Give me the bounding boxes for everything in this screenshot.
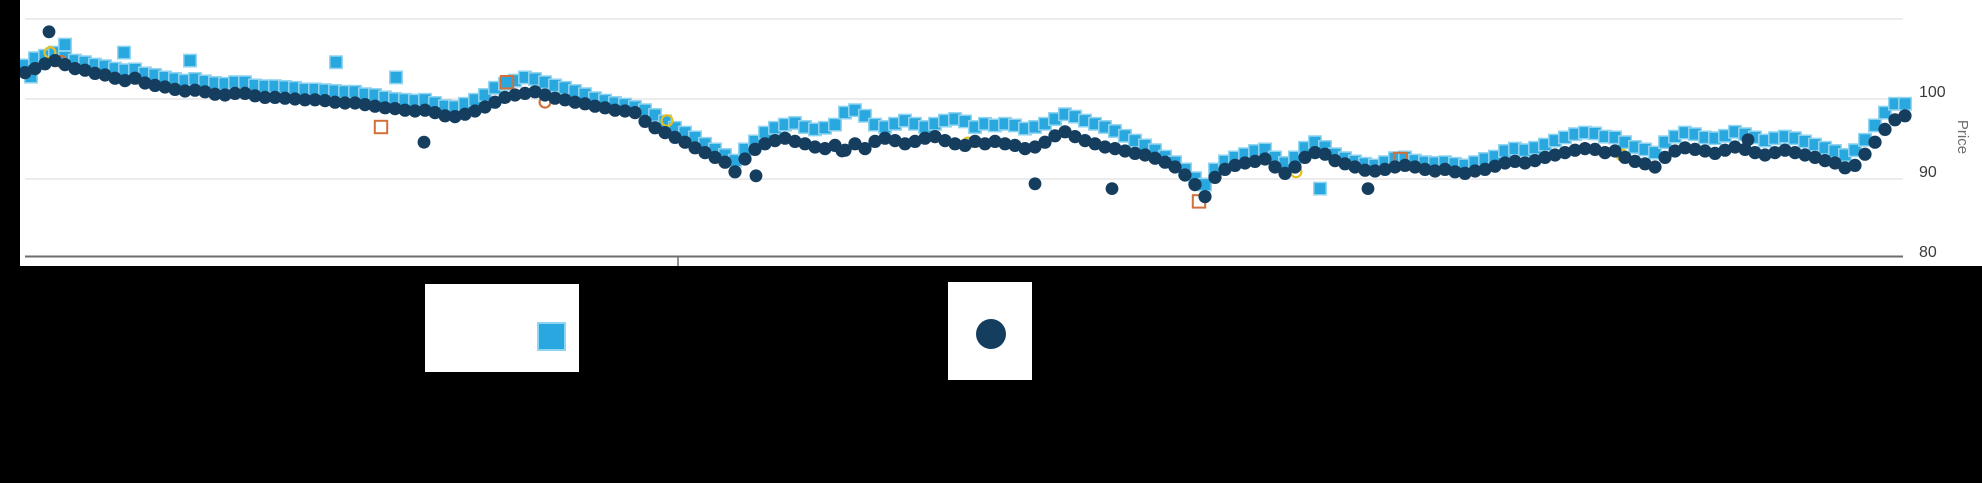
plot-area[interactable]: 100 90 80 Price: [20, 0, 1982, 266]
y-tick-label-80: 80: [1919, 244, 1937, 261]
legend-entry-squares[interactable]: [425, 284, 579, 372]
y-tick-labels: 100 90 80: [1919, 84, 1946, 261]
circle-marker-swatch: [976, 319, 1006, 349]
data-points: [20, 25, 1912, 209]
y-axis-title: Price: [1954, 120, 1971, 154]
y-tick-label-100: 100: [1919, 84, 1946, 101]
y-tick-label-90: 90: [1919, 164, 1937, 181]
legend-entry-circles[interactable]: [948, 282, 1032, 380]
square-marker-swatch: [537, 322, 566, 351]
plot-svg[interactable]: 100 90 80 Price: [20, 0, 1982, 266]
